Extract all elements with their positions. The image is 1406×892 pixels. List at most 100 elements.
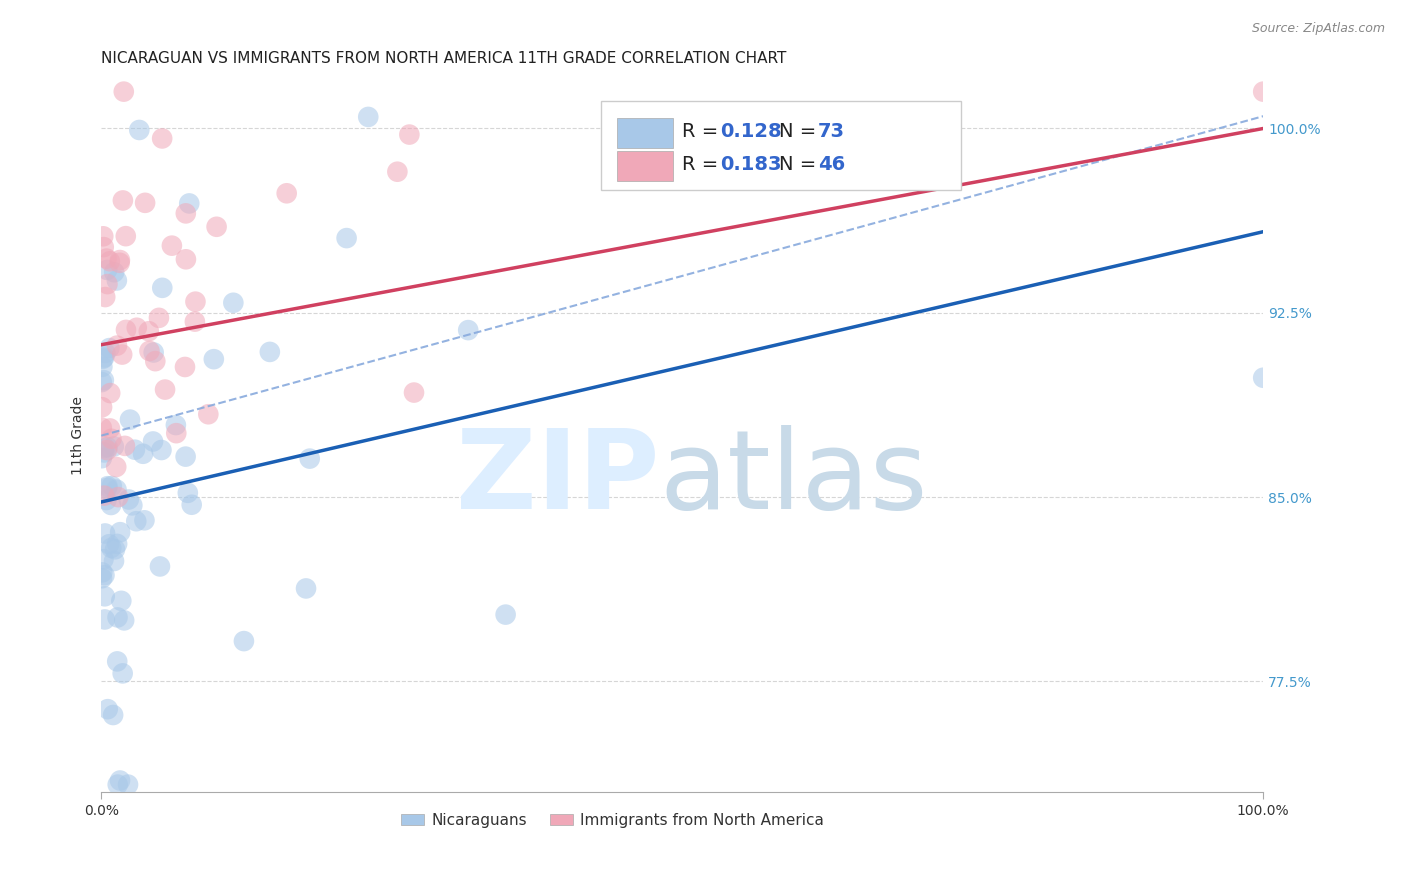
Text: R =: R =	[682, 155, 724, 174]
Point	[180, 498, 202, 512]
FancyBboxPatch shape	[617, 152, 673, 181]
Point	[174, 206, 197, 220]
Point	[125, 514, 148, 528]
Point	[150, 442, 173, 457]
Point	[98, 421, 121, 435]
Point	[184, 315, 207, 329]
Point	[96, 440, 118, 454]
Point	[138, 324, 160, 338]
Point	[105, 338, 128, 352]
Point	[96, 493, 118, 508]
Point	[197, 407, 219, 421]
FancyBboxPatch shape	[600, 101, 962, 190]
Point	[1251, 85, 1274, 99]
Point	[110, 594, 132, 608]
Point	[128, 123, 150, 137]
Point	[387, 165, 409, 179]
Point	[143, 354, 166, 368]
Point	[93, 489, 115, 503]
Point	[93, 445, 115, 459]
Point	[93, 373, 115, 387]
Text: R =: R =	[682, 122, 724, 141]
Point	[91, 359, 114, 374]
Point	[121, 499, 143, 513]
Point	[108, 773, 131, 788]
Point	[165, 426, 187, 441]
FancyBboxPatch shape	[617, 118, 673, 148]
Point	[115, 323, 138, 337]
Text: 0.183: 0.183	[720, 155, 782, 174]
Point	[184, 294, 207, 309]
Point	[202, 352, 225, 367]
Point	[105, 537, 128, 551]
Point	[111, 194, 134, 208]
Point	[232, 634, 254, 648]
Point	[93, 240, 115, 254]
Point	[259, 345, 281, 359]
Point	[103, 439, 125, 453]
Point	[105, 273, 128, 287]
Text: NICARAGUAN VS IMMIGRANTS FROM NORTH AMERICA 11TH GRADE CORRELATION CHART: NICARAGUAN VS IMMIGRANTS FROM NORTH AMER…	[101, 51, 786, 66]
Point	[98, 341, 121, 355]
Point	[104, 542, 127, 557]
Point	[91, 400, 114, 414]
Point	[98, 254, 121, 268]
Point	[103, 554, 125, 568]
Point	[125, 320, 148, 334]
Point	[91, 571, 114, 585]
Point	[160, 238, 183, 252]
Point	[118, 492, 141, 507]
Point	[134, 513, 156, 527]
Point	[132, 447, 155, 461]
Point	[107, 490, 129, 504]
Point	[114, 229, 136, 244]
Point	[177, 486, 200, 500]
Point	[108, 256, 131, 270]
Point	[174, 450, 197, 464]
Point	[114, 439, 136, 453]
Point	[107, 610, 129, 624]
Point	[101, 479, 124, 493]
Text: atlas: atlas	[659, 425, 928, 532]
Point	[295, 582, 318, 596]
Point	[150, 131, 173, 145]
Point	[153, 383, 176, 397]
Point	[205, 219, 228, 234]
Point	[96, 443, 118, 458]
Point	[298, 451, 321, 466]
Point	[93, 441, 115, 455]
Point	[97, 702, 120, 716]
Point	[93, 351, 115, 365]
Y-axis label: 11th Grade: 11th Grade	[72, 396, 86, 475]
Point	[112, 85, 135, 99]
Point	[402, 385, 425, 400]
Point	[96, 252, 118, 266]
Point	[100, 498, 122, 512]
Point	[124, 442, 146, 457]
Point	[118, 412, 141, 426]
Legend: Nicaraguans, Immigrants from North America: Nicaraguans, Immigrants from North Ameri…	[395, 807, 831, 834]
Point	[103, 265, 125, 279]
Point	[174, 359, 197, 374]
Point	[91, 566, 114, 580]
Point	[96, 479, 118, 493]
Point	[100, 432, 122, 446]
Point	[112, 614, 135, 628]
Point	[93, 589, 115, 603]
Point	[100, 541, 122, 555]
Point	[108, 253, 131, 268]
Point	[150, 281, 173, 295]
Point	[90, 375, 112, 389]
Point	[495, 607, 517, 622]
Point	[91, 229, 114, 244]
Point	[105, 459, 128, 474]
Point	[91, 351, 114, 366]
Point	[98, 386, 121, 401]
Point	[94, 346, 117, 360]
Point	[96, 263, 118, 277]
Point	[96, 481, 118, 495]
Point	[1251, 370, 1274, 384]
Point	[336, 231, 359, 245]
Text: 0.128: 0.128	[720, 122, 782, 141]
Text: 46: 46	[818, 155, 845, 174]
